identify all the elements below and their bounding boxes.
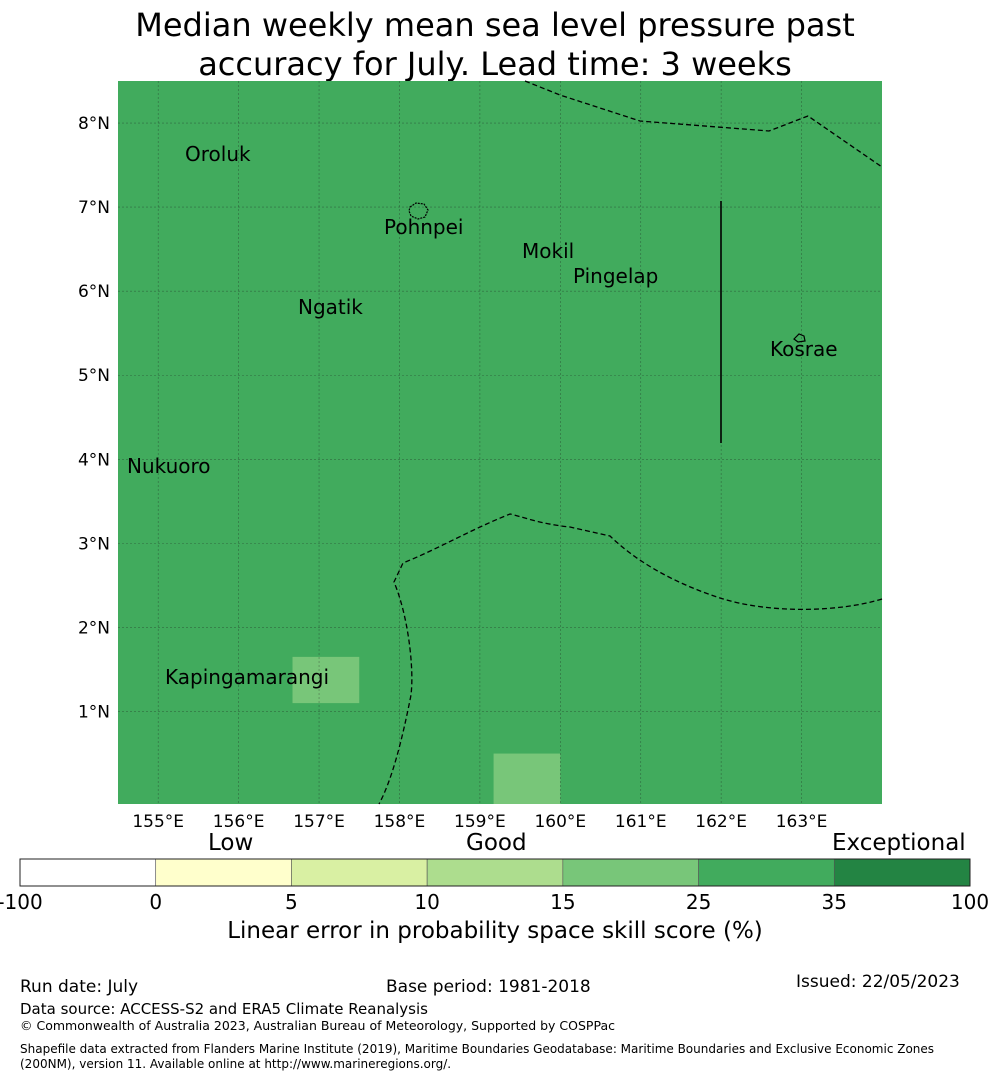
lat-tick-label: 5°N	[78, 366, 110, 386]
colorbar-tick-label: 0	[149, 890, 162, 914]
place-label-pingelap: Pingelap	[573, 264, 658, 288]
colorbar-tick-label: 25	[686, 890, 711, 914]
colorbar-tick-label: 5	[285, 890, 298, 914]
colorbar-tick-label: 10	[414, 890, 439, 914]
lon-tick-label: 157°E	[293, 812, 345, 832]
colorbar-tick-label: -100	[0, 890, 43, 914]
lon-tick-label: 156°E	[213, 812, 265, 832]
colorbar-category-exceptional: Exceptional	[832, 830, 966, 856]
lat-tick-label: 1°N	[78, 703, 110, 723]
colorbar-segment	[562, 858, 699, 887]
run-date: Run date: July	[20, 977, 139, 997]
skill-field	[118, 81, 882, 804]
lon-tick-label: 155°E	[132, 812, 184, 832]
lon-tick-label: 160°E	[534, 812, 586, 832]
lat-tick-label: 2°N	[78, 618, 110, 638]
map-title: Median weekly mean sea level pressure pa…	[0, 6, 990, 84]
place-label-mokil: Mokil	[522, 239, 574, 263]
colorbar-segment	[698, 858, 835, 887]
copyright-notice: © Commonwealth of Australia 2023, Austra…	[20, 1018, 615, 1033]
place-label-kapingamarangi: Kapingamarangi	[165, 665, 329, 689]
lon-tick-label: 159°E	[454, 812, 506, 832]
skill-cell-1	[292, 656, 360, 704]
eez-boundary-north	[524, 80, 883, 168]
shapefile-credit: Shapefile data extracted from Flanders M…	[20, 1042, 934, 1072]
lon-tick-label: 162°E	[695, 812, 747, 832]
colorbar-category-low: Low	[208, 830, 254, 856]
place-label-nukuoro: Nukuoro	[127, 454, 211, 478]
lat-tick-label: 7°N	[78, 198, 110, 218]
title-line-2: accuracy for July. Lead time: 3 weeks	[198, 45, 792, 83]
base-period: Base period: 1981-2018	[386, 977, 591, 997]
colorbar-segment	[833, 858, 971, 887]
colorbar-segment	[19, 858, 157, 887]
lat-tick-label: 3°N	[78, 534, 110, 554]
colorbar-segment	[291, 858, 428, 887]
place-label-kosrae: Kosrae	[770, 337, 838, 361]
skill-cell-2	[493, 753, 561, 804]
colorbar-frame	[19, 858, 971, 887]
title-line-1: Median weekly mean sea level pressure pa…	[135, 6, 855, 44]
colorbar-segment	[155, 858, 292, 887]
issued-date: Issued: 22/05/2023	[796, 972, 960, 992]
map-panel: 155°E 156°E 157°E 158°E 159°E 160°E 161°E 162°E…	[78, 80, 883, 832]
place-label-pohnpei: Pohnpei	[384, 215, 464, 239]
place-label-oroluk: Oroluk	[185, 142, 251, 166]
lon-tick-label: 163°E	[776, 812, 828, 832]
data-source: Data source: ACCESS-S2 and ERA5 Climate …	[20, 1000, 428, 1018]
eez-boundary-south	[378, 513, 883, 805]
shapefile-credit-line-1: Shapefile data extracted from Flanders M…	[20, 1042, 935, 1056]
colorbar-tick-label: 15	[550, 890, 575, 914]
kosrae-island-outline	[793, 333, 806, 343]
colorbar-tick-label: 35	[822, 890, 847, 914]
pohnpei-island-outline	[408, 202, 429, 220]
colorbar: -100 0 5 10 15 25 35 100	[0, 858, 989, 914]
place-label-ngatik: Ngatik	[298, 295, 363, 319]
shapefile-credit-line-2: (200NM), version 11. Available online at…	[20, 1057, 452, 1071]
colorbar-segment	[426, 858, 564, 887]
lat-tick-label: 4°N	[78, 450, 110, 470]
colorbar-category-good: Good	[466, 830, 527, 856]
colorbar-label: Linear error in probability space skill …	[227, 918, 763, 944]
lat-tick-label: 8°N	[78, 114, 110, 134]
colorbar-tick-label: 100	[951, 890, 989, 914]
lat-tick-label: 6°N	[78, 282, 110, 302]
lon-tick-label: 158°E	[374, 812, 426, 832]
lon-tick-label: 161°E	[615, 812, 667, 832]
